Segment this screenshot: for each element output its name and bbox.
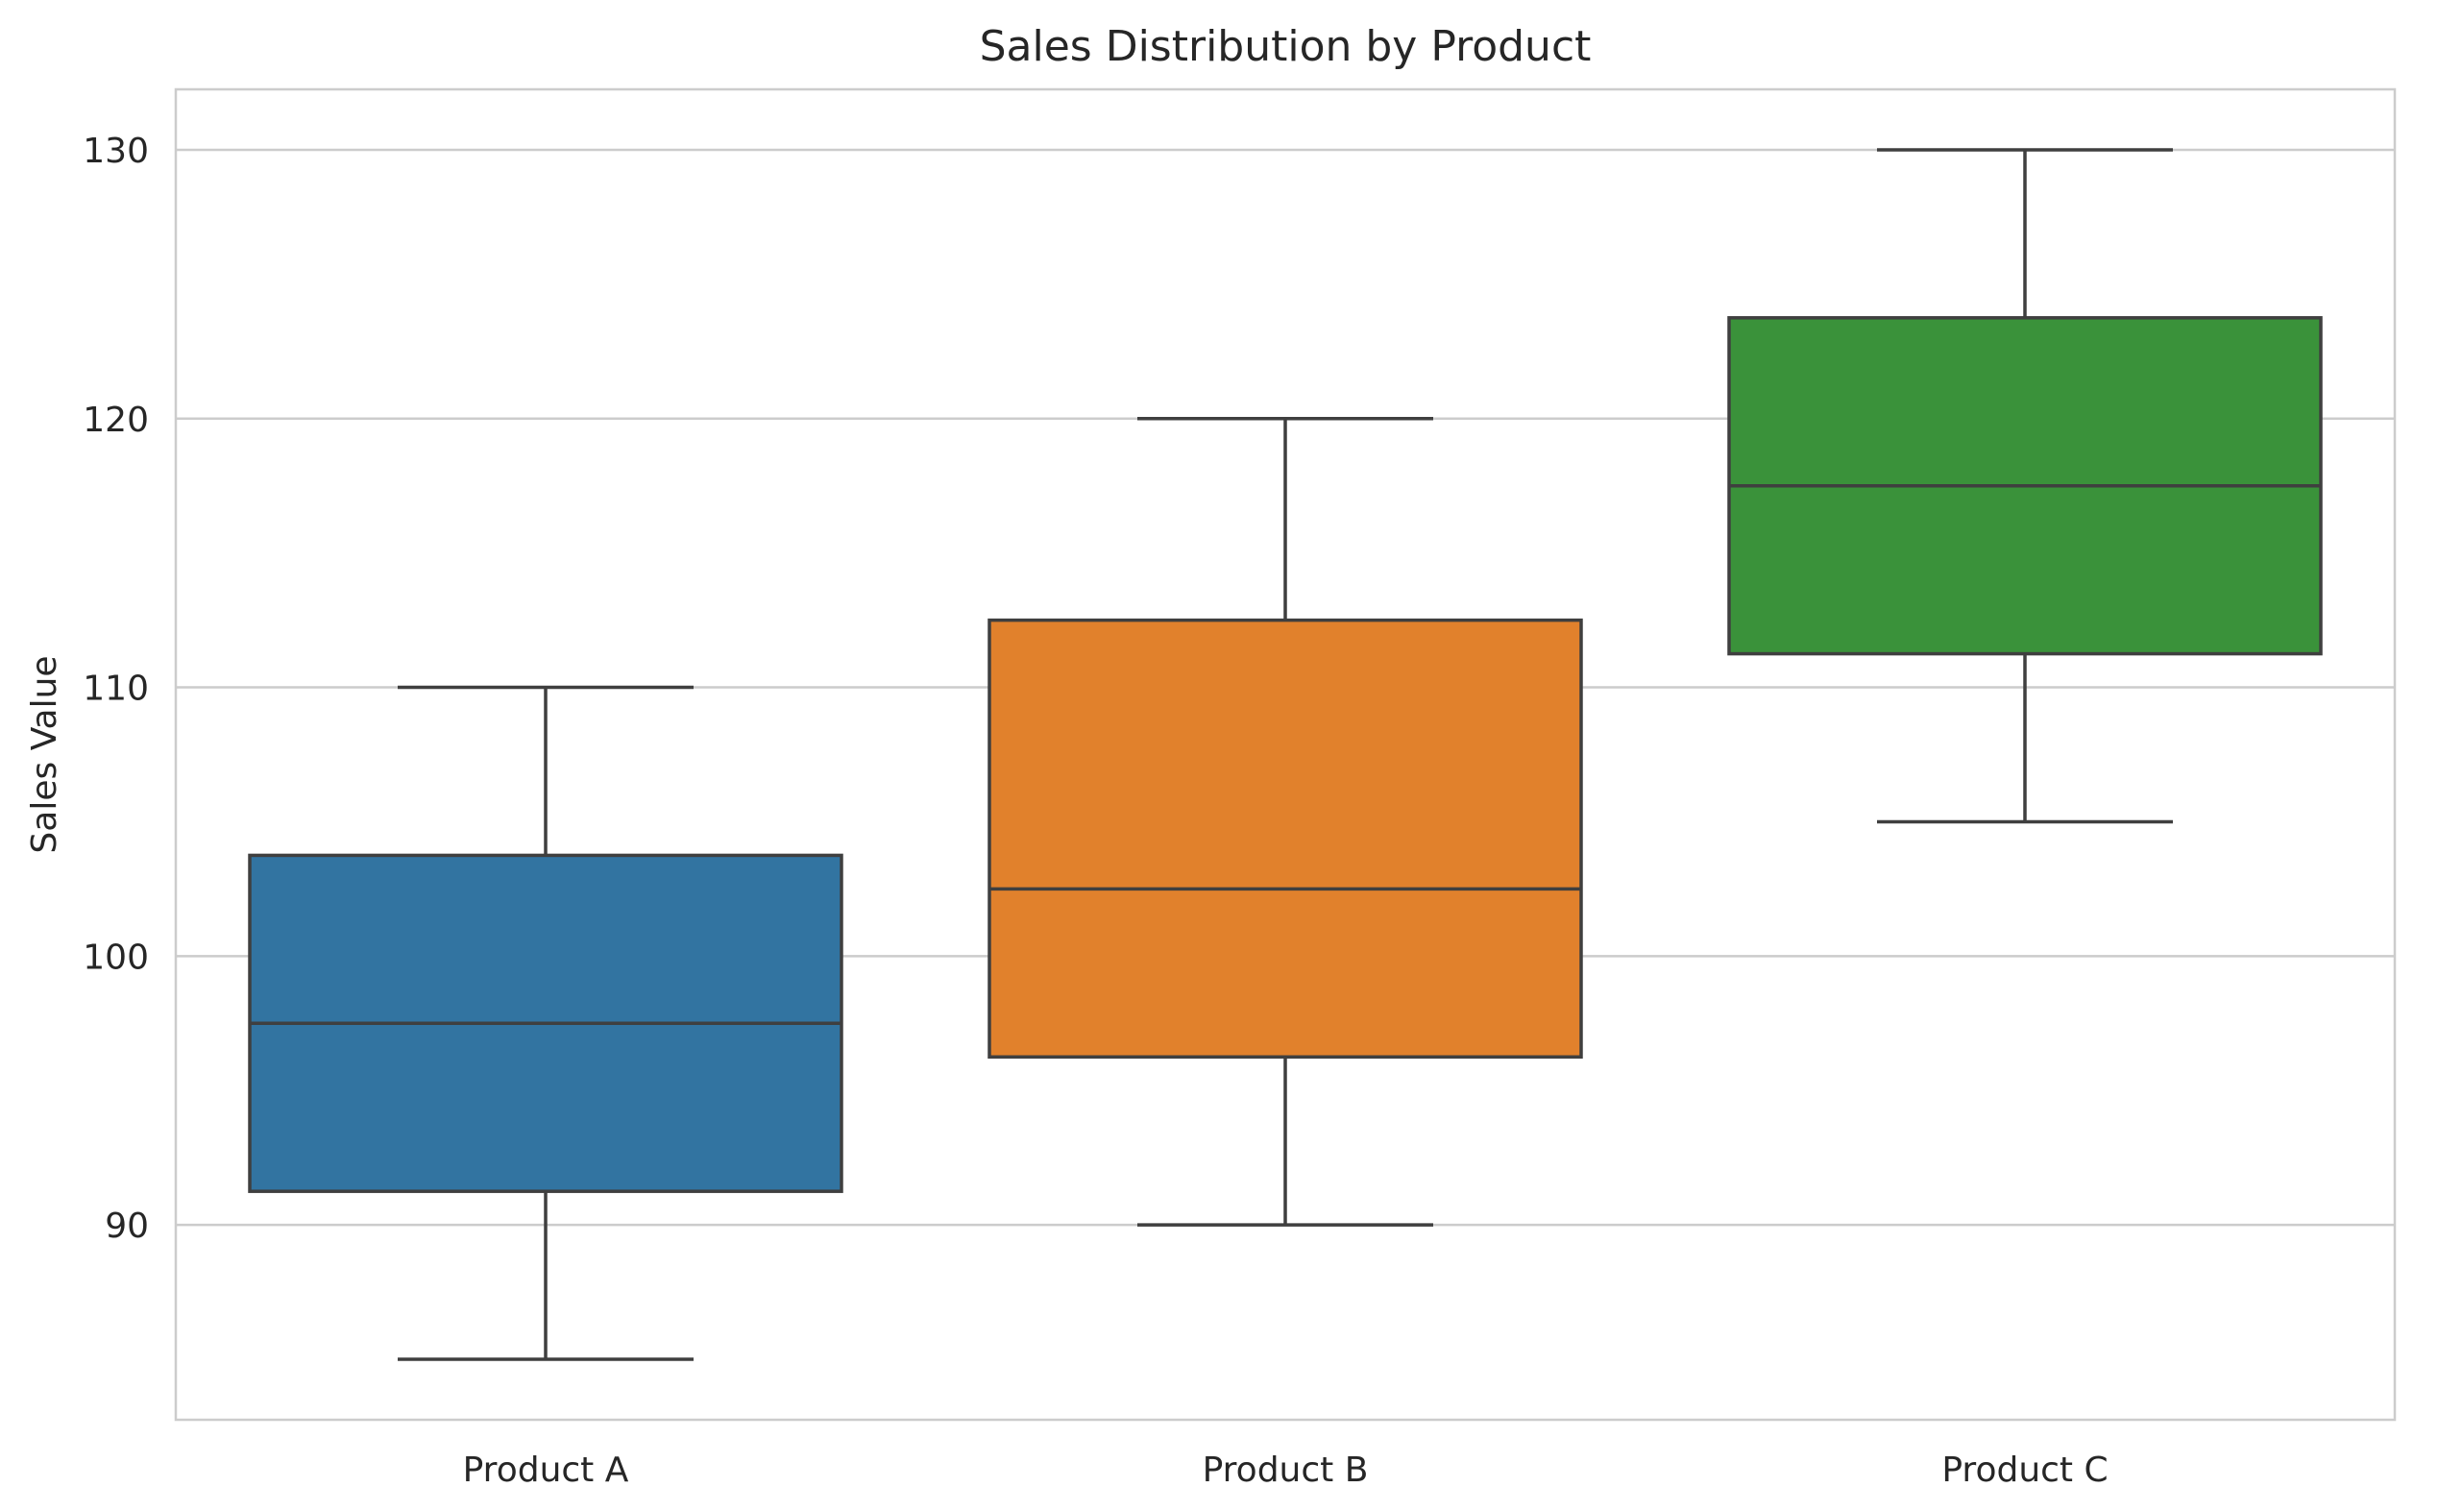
chart-title: Sales Distribution by Product [980, 22, 1592, 71]
x-tick-label: Product C [1941, 1451, 2108, 1490]
iqr-box [987, 618, 1583, 1060]
box-product-c [1727, 148, 2323, 824]
y-axis-label: Sales Value [25, 655, 64, 853]
box-product-b [987, 417, 1583, 1227]
x-tick-labels: Product A Product B Product C [463, 1451, 2109, 1490]
boxes [248, 148, 2323, 1361]
y-tick-label: 100 [83, 938, 149, 977]
y-tick-label: 90 [105, 1207, 149, 1246]
x-tick-label: Product A [463, 1451, 629, 1490]
x-tick-label: Product B [1203, 1451, 1369, 1490]
y-tick-label: 110 [83, 670, 149, 709]
box-product-a [248, 685, 843, 1361]
y-tick-label: 120 [83, 401, 149, 440]
y-tick-label: 130 [83, 132, 149, 171]
y-tick-labels: 90 100 110 120 130 [83, 132, 149, 1246]
plot-area-frame [174, 87, 2397, 1422]
